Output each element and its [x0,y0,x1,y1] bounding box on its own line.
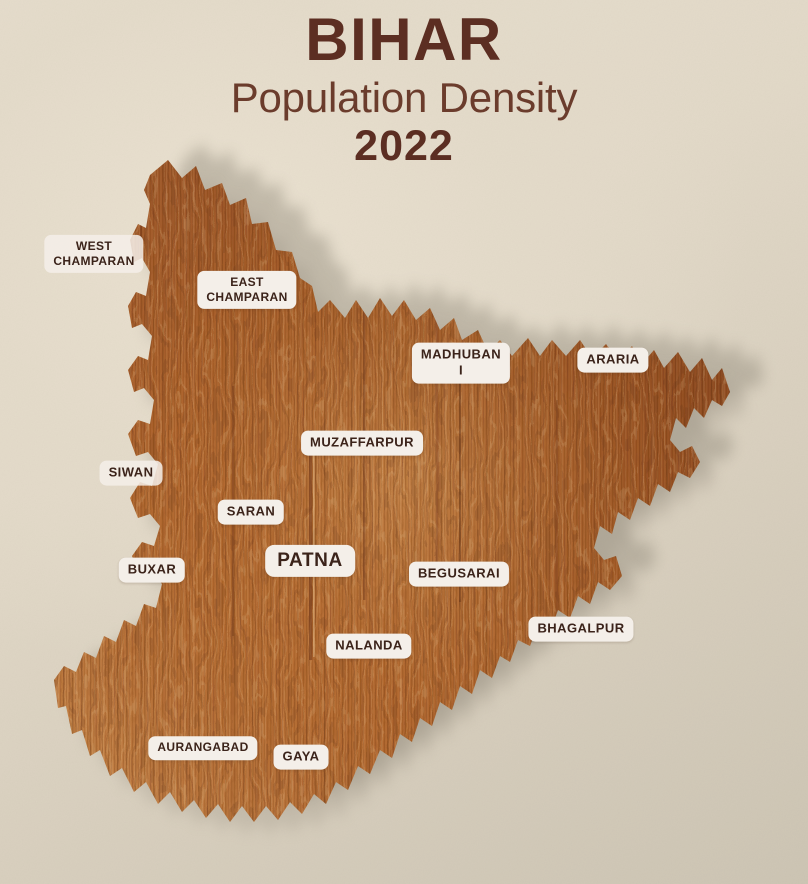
district-label-east-champaran[interactable]: EAST CHAMPARAN [197,270,297,310]
district-label-saran[interactable]: SARAN [217,499,285,525]
district-label-madhubani[interactable]: MADHUBAN I [411,342,511,384]
district-label-bhagalpur[interactable]: BHAGALPUR [528,616,634,642]
district-label-patna[interactable]: PATNA [265,544,355,578]
district-label-siwan[interactable]: SIWAN [99,460,163,486]
page-year-label: 2022 [354,122,454,171]
district-label-west-champaran[interactable]: WEST CHAMPARAN [44,234,144,274]
district-label-buxar[interactable]: BUXAR [118,557,186,583]
district-label-aurangabad[interactable]: AURANGABAD [148,736,258,760]
district-label-begusarai[interactable]: BEGUSARAI [408,561,510,587]
district-label-gaya[interactable]: GAYA [273,744,329,770]
title-block: BIHAR Population Density 2022 [0,0,808,169]
page-title: BIHAR [305,6,503,73]
district-label-nalanda[interactable]: NALANDA [326,633,412,659]
district-label-araria[interactable]: ARARIA [577,347,649,373]
district-label-muzaffarpur[interactable]: MUZAFFARPUR [301,430,423,456]
page-subtitle: Population Density [230,74,578,121]
